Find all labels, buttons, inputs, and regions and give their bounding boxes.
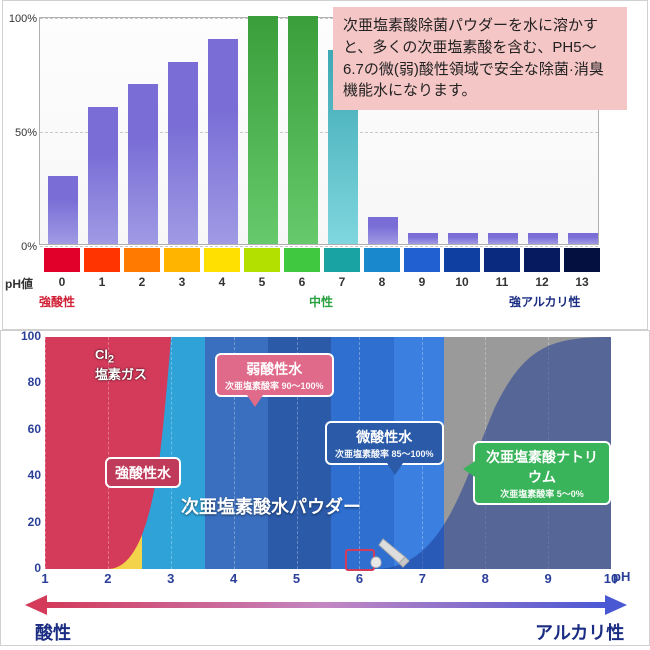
callout-sodium: 次亜塩素酸ナトリウム次亜塩素酸率 5～0% — [473, 441, 611, 505]
ph-tick: 5 — [243, 275, 281, 289]
ytick-label: 50% — [3, 127, 37, 139]
ph-tick: 4 — [203, 275, 241, 289]
arrow-bar — [45, 602, 607, 608]
callout-weak-acid: 弱酸性水次亜塩素酸率 90～100% — [215, 353, 334, 397]
ph-category-row: 強酸性 中性 強アルカリ性 — [39, 293, 599, 313]
ph-swatch — [243, 247, 281, 273]
bar — [368, 217, 398, 244]
description-note: 次亜塩素酸除菌パウダーを水に溶かすと、多くの次亜塩素酸を含む、PH5〜6.7の微… — [333, 7, 627, 110]
ph-category-label: 強酸性 — [39, 293, 189, 310]
callout-mild-acid: 微酸性水次亜塩素酸率 85～100% — [325, 421, 444, 465]
ph-tick: 11 — [483, 275, 521, 289]
ph-swatch — [203, 247, 241, 273]
ph-tick: 12 — [523, 275, 561, 289]
ph-swatch — [523, 247, 561, 273]
bar — [408, 233, 438, 244]
ph-swatch — [323, 247, 361, 273]
bar — [248, 16, 278, 244]
bar — [128, 84, 158, 244]
bar — [208, 39, 238, 244]
ph-tick: 7 — [323, 275, 361, 289]
ph-gradient-arrow — [21, 595, 631, 615]
xtick-label: 1 — [14, 571, 76, 586]
ytick-label: 60 — [1, 422, 41, 436]
ph-category-label: 中性 — [309, 293, 369, 310]
dropper-icon — [365, 533, 411, 573]
ph-swatch — [283, 247, 321, 273]
callout-title: 次亜塩素酸ナトリウム — [483, 447, 601, 487]
ytick-label: 40 — [1, 468, 41, 482]
xtick-label: 6 — [328, 571, 390, 586]
ph-tick: 1 — [83, 275, 121, 289]
ph-tick: 3 — [163, 275, 201, 289]
ph-axis-label: pH値 — [5, 275, 33, 292]
ytick-label: 100 — [1, 329, 41, 343]
ytick-label: 20 — [1, 515, 41, 529]
arrow-right-icon — [605, 595, 627, 615]
ytick-label: 100% — [3, 13, 37, 25]
callout-title: 弱酸性水 — [225, 359, 324, 379]
ph-swatch — [83, 247, 121, 273]
ph-swatch — [483, 247, 521, 273]
bar — [168, 62, 198, 244]
bar — [288, 16, 318, 244]
callout-subtitle: 次亜塩素酸率 85～100% — [335, 447, 434, 460]
bar — [568, 233, 598, 244]
ph-swatch — [43, 247, 81, 273]
bar — [448, 233, 478, 244]
ph-tick: 0 — [43, 275, 81, 289]
bottom-plot-area: Cl2塩素ガス 次亜塩素酸水パウダー 弱酸性水次亜塩素酸率 90～100%強酸性… — [45, 337, 611, 569]
powder-label: 次亜塩素酸水パウダー — [181, 493, 361, 519]
xtick-label: 10 — [580, 571, 642, 586]
acidic-label: 酸性 — [35, 619, 71, 645]
ph-category-label: 強アルカリ性 — [509, 293, 599, 310]
xtick-label: 9 — [517, 571, 579, 586]
callout-subtitle: 次亜塩素酸率 90～100% — [225, 379, 324, 392]
bar — [488, 233, 518, 244]
xtick-label: 2 — [77, 571, 139, 586]
ph-color-swatches — [39, 247, 599, 273]
ytick-label: 80 — [1, 375, 41, 389]
xtick-label: 4 — [203, 571, 265, 586]
ph-tick: 10 — [443, 275, 481, 289]
ph-swatch — [403, 247, 441, 273]
callout-strong-acid: 強酸性水 — [105, 457, 181, 488]
vgrid — [611, 337, 612, 569]
ytick-label: 0% — [3, 241, 37, 253]
ph-number-row: 012345678910111213 — [39, 275, 599, 293]
ph-swatch — [123, 247, 161, 273]
alkaline-label: アルカリ性 — [535, 619, 624, 645]
ph-tick: 8 — [363, 275, 401, 289]
ph-swatch — [443, 247, 481, 273]
top-chart: 次亜塩素酸除菌パウダーを水に溶かすと、多くの次亜塩素酸を含む、PH5〜6.7の微… — [2, 0, 648, 330]
ph-swatch — [563, 247, 601, 273]
ph-tick: 9 — [403, 275, 441, 289]
ph-tick: 2 — [123, 275, 161, 289]
callout-subtitle: 次亜塩素酸率 5～0% — [483, 487, 601, 500]
bottom-chart: Cl2塩素ガス 次亜塩素酸水パウダー 弱酸性水次亜塩素酸率 90～100%強酸性… — [0, 330, 650, 646]
callout-title: 微酸性水 — [335, 427, 434, 447]
xtick-label: 7 — [391, 571, 453, 586]
bar — [528, 233, 558, 244]
bar — [88, 107, 118, 244]
ph-swatch — [163, 247, 201, 273]
xtick-label: 8 — [454, 571, 516, 586]
bar — [48, 176, 78, 244]
ph-tick: 6 — [283, 275, 321, 289]
ph-tick: 13 — [563, 275, 601, 289]
ph-swatch — [363, 247, 401, 273]
arrow-left-icon — [25, 595, 47, 615]
xtick-label: 5 — [266, 571, 328, 586]
xtick-label: 3 — [140, 571, 202, 586]
callout-title: 強酸性水 — [115, 463, 171, 483]
